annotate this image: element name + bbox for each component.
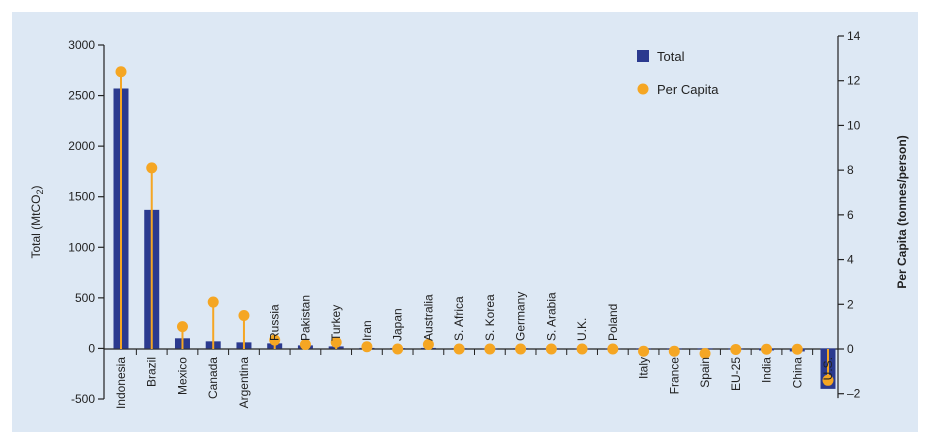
- right-tick-label: 2: [847, 297, 854, 311]
- category-label: S. Africa: [452, 296, 466, 341]
- per-capita-point: [668, 345, 680, 357]
- per-capita-point: [299, 339, 311, 351]
- category-label: India: [760, 357, 774, 383]
- per-capita-point: [791, 343, 803, 355]
- per-capita-point: [269, 334, 281, 346]
- left-title-main: Total (MtCO: [29, 195, 43, 259]
- right-tick-label: –2: [847, 387, 861, 401]
- left-tick-label: 1000: [68, 240, 95, 254]
- left-tick-label: -500: [71, 392, 95, 406]
- per-capita-point: [146, 162, 158, 174]
- left-axis-title: Total (MtCO2): [29, 185, 45, 258]
- per-capita-point: [115, 66, 127, 78]
- category-label: Italy: [637, 357, 651, 379]
- category-labels: Indonesia Brazil Mexico Canada Argentina Russ…: [114, 292, 835, 409]
- per-capita-point: [515, 343, 527, 355]
- category-label: Japan: [391, 308, 405, 341]
- right-tick-label: 0: [847, 342, 854, 356]
- category-label: Mexico: [175, 357, 189, 395]
- right-tick-label: 4: [847, 253, 854, 267]
- per-capita-point: [699, 347, 711, 359]
- per-capita-point: [576, 343, 588, 355]
- per-capita-point: [361, 341, 373, 353]
- legend-total-label: Total: [657, 49, 685, 64]
- per-capita-point: [607, 343, 619, 355]
- category-label: Indonesia: [114, 357, 128, 409]
- left-tick-label: 0: [88, 341, 95, 355]
- per-capita-point: [392, 343, 404, 355]
- per-capita-point: [761, 343, 773, 355]
- per-capita-point: [238, 309, 250, 321]
- category-label: Iran: [360, 320, 374, 341]
- legend-per-capita-swatch: [637, 83, 649, 95]
- plot-background: [12, 12, 918, 432]
- category-label: Spain: [698, 357, 712, 388]
- category-label: U.S.: [821, 357, 835, 380]
- category-label: Argentina: [237, 357, 251, 409]
- category-label: China: [790, 357, 804, 389]
- category-label: Pakistan: [298, 295, 312, 341]
- left-title-sub: 2: [35, 189, 45, 194]
- right-tick-label: 6: [847, 208, 854, 222]
- per-capita-point: [453, 343, 465, 355]
- right-tick-label: 8: [847, 163, 854, 177]
- legend: Total Per Capita: [637, 49, 719, 97]
- category-label: Brazil: [145, 357, 159, 387]
- legend-total-swatch: [637, 50, 649, 62]
- left-axis: 3000 2500 2000 1500 1000 500 0 -500: [68, 38, 838, 406]
- category-label: Canada: [206, 357, 220, 399]
- left-tick-label: 2000: [68, 139, 95, 153]
- left-tick-label: 1500: [68, 190, 95, 204]
- category-label: Poland: [606, 304, 620, 341]
- category-label: Russia: [268, 304, 282, 341]
- right-tick-label: 14: [847, 29, 861, 43]
- left-tick-label: 2500: [68, 89, 95, 103]
- category-label: Germany: [514, 292, 528, 341]
- per-capita-point: [730, 343, 742, 355]
- right-tick-label: 12: [847, 74, 861, 88]
- per-capita-point: [422, 339, 434, 351]
- left-tick-label: 500: [75, 291, 95, 305]
- per-capita-markers: [115, 66, 834, 386]
- category-label: France: [667, 357, 681, 395]
- per-capita-point: [545, 343, 557, 355]
- per-capita-point: [484, 343, 496, 355]
- per-capita-point: [176, 321, 188, 333]
- per-capita-point: [330, 336, 342, 348]
- left-tick-label: 3000: [68, 38, 95, 52]
- right-tick-label: 10: [847, 118, 861, 132]
- category-label: U.K.: [575, 318, 589, 341]
- legend-per-capita-label: Per Capita: [657, 82, 719, 97]
- category-label: Australia: [421, 294, 435, 341]
- per-capita-point: [207, 296, 219, 308]
- category-label: Turkey: [329, 305, 343, 341]
- category-label: S. Arabia: [544, 292, 558, 341]
- per-capita-point: [822, 374, 834, 386]
- per-capita-point: [638, 345, 650, 357]
- left-title-end: ): [29, 185, 43, 189]
- right-axis: 14 12 10 8 6 4 2 0 –2: [837, 29, 861, 401]
- category-label: EU-25: [729, 357, 743, 391]
- category-label: S. Korea: [483, 294, 497, 341]
- right-axis-title: Per Capita (tonnes/person): [895, 135, 909, 288]
